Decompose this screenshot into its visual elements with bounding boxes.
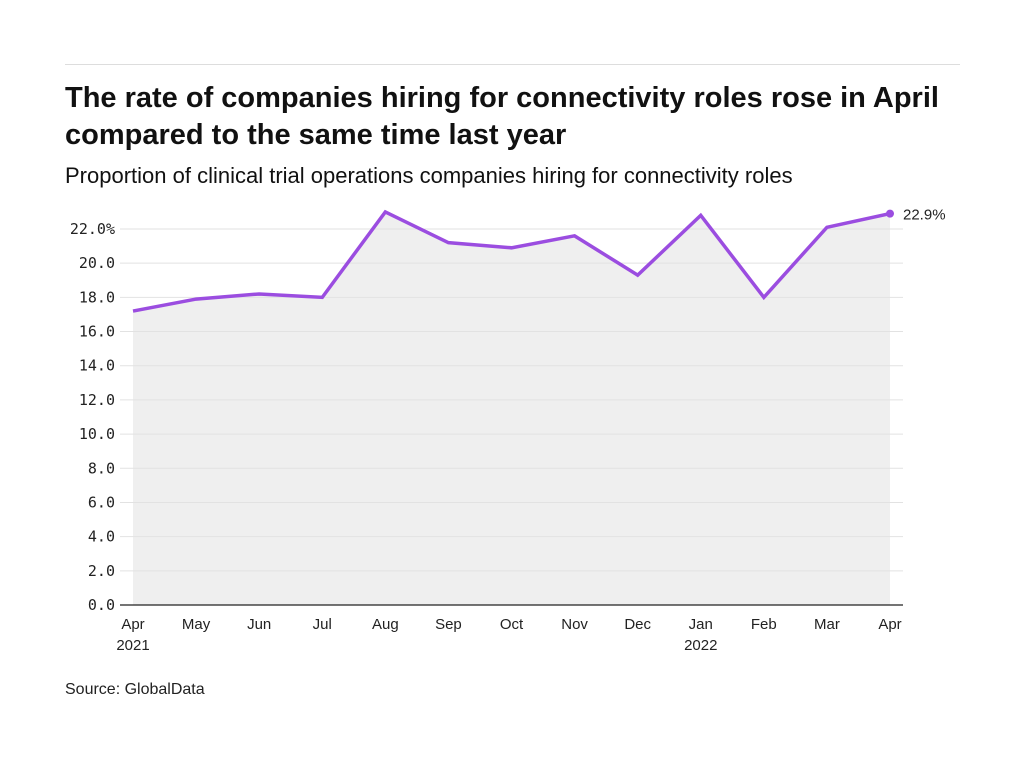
x-tick-label: Apr [121,616,144,633]
y-tick-label: 0.0 [88,596,115,614]
x-tick-label: 2021 [116,637,149,654]
x-tick-label: Jun [247,616,271,633]
y-tick-label: 8.0 [88,459,115,477]
area-fill [133,211,890,605]
x-tick-label: Jan [689,616,713,633]
y-tick-label: 18.0 [79,288,115,306]
source-note: Source: GlobalData [65,681,205,698]
x-tick-label: Apr [878,616,901,633]
x-tick-label: Feb [751,616,777,633]
data-point [886,209,894,218]
y-tick-label: 2.0 [88,562,115,580]
x-tick-label: Aug [372,616,399,633]
x-tick-label: Dec [624,616,651,633]
y-tick-label: 22.0% [70,220,115,238]
chart-subtitle: Proportion of clinical trial operations … [65,163,793,188]
y-tick-label: 4.0 [88,528,115,546]
end-value-label: 22.9% [903,207,946,224]
y-tick-label: 10.0 [79,425,115,443]
top-rule [65,64,960,65]
y-tick-label: 12.0 [79,391,115,409]
x-tick-label: May [182,616,211,633]
y-tick-label: 6.0 [88,493,115,511]
chart-title: The rate of companies hiring for connect… [65,82,939,151]
x-tick-label: 2022 [684,637,717,654]
x-tick-label: Oct [500,616,524,633]
x-tick-label: Mar [814,616,840,633]
x-tick-label: Sep [435,616,462,633]
series-line [132,209,891,313]
y-tick-label: 16.0 [79,323,115,341]
y-tick-label: 14.0 [79,357,115,375]
y-tick-label: 20.0 [79,254,115,272]
x-tick-label: Jul [313,616,332,633]
x-tick-label: Nov [561,616,588,633]
